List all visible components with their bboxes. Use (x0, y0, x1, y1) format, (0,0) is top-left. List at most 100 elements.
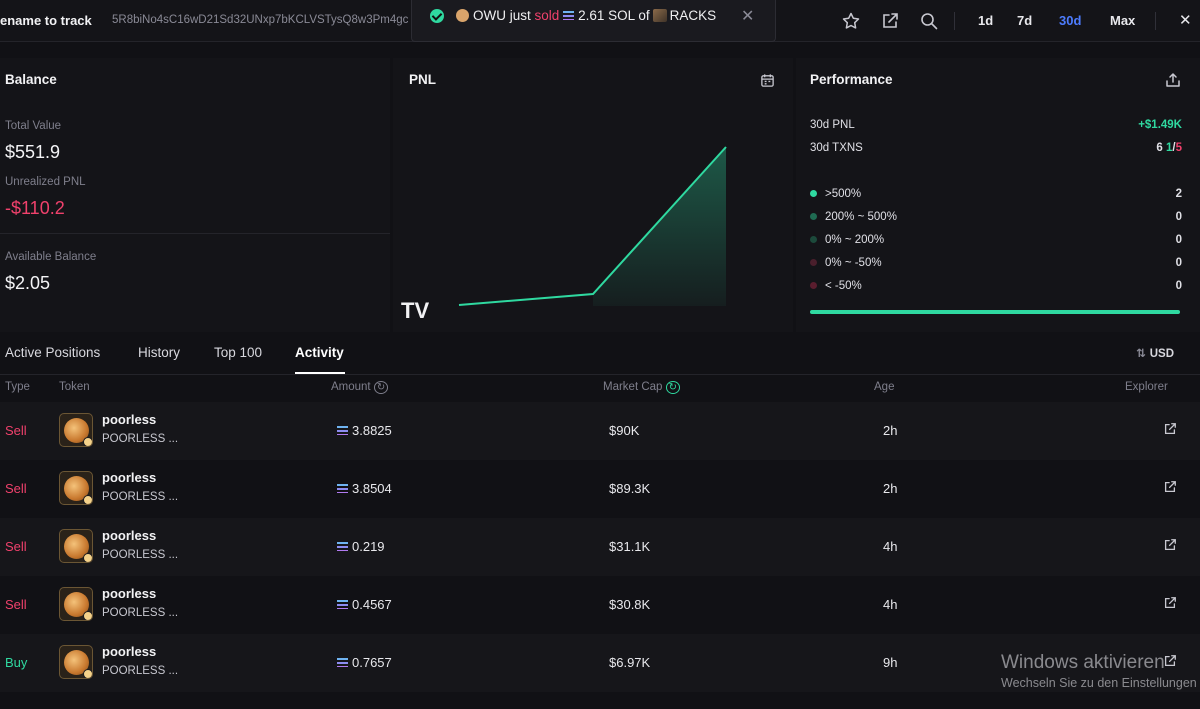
token-name[interactable]: poorless (102, 470, 157, 485)
market-cap: $6.97K (609, 655, 651, 670)
trade-amount-value: 0.7657 (352, 655, 392, 670)
range-max[interactable]: Max (1110, 13, 1136, 28)
pump-badge-icon (83, 495, 92, 504)
star-icon[interactable] (841, 11, 861, 31)
token-name[interactable]: poorless (102, 586, 157, 601)
table-row[interactable]: Sell poorless POORLESS ... 0.4567 $30.8K 4h (0, 576, 1200, 634)
tab-history[interactable]: History (138, 345, 181, 360)
active-tab-indicator (295, 372, 345, 374)
token-avatar[interactable] (59, 529, 93, 563)
external-link-icon[interactable] (880, 11, 900, 31)
tab-active-positions[interactable]: Active Positions (5, 345, 101, 360)
range-30d[interactable]: 30d (1059, 13, 1082, 28)
col-amount[interactable]: Amount ↻ (331, 381, 389, 394)
divider (0, 233, 390, 234)
table-row[interactable]: Buy poorless POORLESS ... 0.7657 $6.97K 9h (0, 634, 1200, 692)
bucket-row: >500% 2 (810, 188, 1182, 200)
divider (1155, 12, 1156, 30)
explorer-link-icon[interactable] (1163, 538, 1177, 552)
trade-age: 2h (883, 481, 898, 496)
pnl-panel: PNL TV (393, 58, 793, 332)
pnl-chart: TV (401, 146, 727, 323)
col-market-cap[interactable]: Market Cap ↻ (603, 381, 681, 394)
unrealized-pnl-label: Unrealized PNL (5, 176, 86, 188)
pnl-area (593, 147, 726, 306)
tradingview-logo-icon: TV (401, 298, 429, 323)
solana-icon (337, 658, 348, 667)
pnl-line (458, 146, 727, 306)
range-1d[interactable]: 1d (978, 13, 994, 28)
performance-panel: Performance 30d PNL +$1.49K 30d TXNS 6 1… (796, 58, 1200, 332)
token-symbol: POORLESS ... (102, 607, 179, 619)
total-value-label: Total Value (5, 120, 62, 132)
bucket-label: >500% (825, 188, 862, 200)
unrealized-pnl-value: -$110.2 (5, 198, 65, 218)
trade-type: Buy (5, 655, 28, 670)
market-cap: $31.1K (609, 539, 651, 554)
table-row[interactable]: Sell poorless POORLESS ... 0.219 $31.1K 4h (0, 518, 1200, 576)
txns-wins: 1 (1165, 142, 1173, 154)
pnl-30d-row: 30d PNL +$1.49K (810, 119, 1182, 131)
token-avatar[interactable] (59, 587, 93, 621)
trade-type: Sell (5, 597, 27, 612)
solana-icon (563, 11, 575, 20)
search-icon[interactable] (919, 11, 939, 31)
balance-title: Balance (5, 72, 57, 87)
bucket-dot (810, 236, 817, 243)
explorer-link-icon[interactable] (1163, 654, 1177, 668)
col-age: Age (874, 381, 895, 393)
watermark-title: Windows aktivieren (1001, 652, 1165, 673)
bucket-label: 0% ~ 200% (825, 234, 885, 246)
token-symbol: POORLESS ... (102, 665, 179, 677)
refresh-icon[interactable]: ↻ (665, 381, 681, 394)
explorer-link-icon[interactable] (1163, 596, 1177, 610)
table-header: Type Token Amount ↻ Market Cap ↻ Age Exp… (0, 376, 1200, 402)
table-row[interactable]: Sell poorless POORLESS ... 3.8825 $90K 2h (0, 402, 1200, 460)
calendar-icon[interactable] (760, 73, 775, 88)
col-type: Type (5, 381, 30, 393)
share-icon[interactable] (1165, 72, 1181, 88)
toast-prefix: OWU just (473, 8, 531, 23)
tab-activity[interactable]: Activity (295, 345, 344, 360)
txns-total: 6 (1156, 142, 1163, 154)
swap-currency-icon[interactable]: ↻ (373, 381, 389, 394)
token-name[interactable]: poorless (102, 528, 157, 543)
explorer-link-icon[interactable] (1163, 480, 1177, 494)
token-avatar[interactable] (59, 471, 93, 505)
rename-to-track-label[interactable]: ename to track (0, 13, 92, 28)
token-name[interactable]: poorless (102, 412, 157, 427)
trade-type: Sell (5, 481, 27, 496)
token-avatar[interactable] (59, 645, 93, 679)
trader-avatar-icon (456, 9, 469, 22)
tab-bar: Active Positions History Top 100 Activit… (0, 334, 1200, 375)
token-avatar[interactable] (59, 413, 93, 447)
wallet-address[interactable]: 5R8biNo4sC16wD21Sd32UNxp7bKCLVSTysQ8w3Pm… (112, 14, 409, 26)
table-row[interactable]: Sell poorless POORLESS ... 3.8504 $89.3K 2h (0, 460, 1200, 518)
market-cap: $30.8K (609, 597, 651, 612)
range-7d[interactable]: 7d (1017, 13, 1033, 28)
tab-top-100[interactable]: Top 100 (214, 345, 263, 360)
solana-icon (337, 542, 348, 551)
top-bar: ename to track 5R8biNo4sC16wD21Sd32UNxp7… (0, 0, 1200, 42)
close-icon[interactable]: ✕ (741, 8, 755, 25)
token-name[interactable]: poorless (102, 644, 157, 659)
available-balance-label: Available Balance (5, 251, 97, 263)
total-value: $551.9 (5, 142, 61, 162)
bucket-label: 0% ~ -50% (825, 257, 882, 269)
check-circle-icon (430, 9, 444, 23)
pnl-30d-value: +$1.49K (1138, 119, 1182, 131)
bucket-count: 0 (1175, 280, 1182, 292)
col-amount-label: Amount (331, 381, 371, 393)
bucket-row: 200% ~ 500% 0 (810, 211, 1182, 223)
trade-age: 2h (883, 423, 898, 438)
trade-amount-value: 0.219 (352, 539, 385, 554)
solana-icon (337, 484, 348, 493)
trade-type: Sell (5, 539, 27, 554)
explorer-link-icon[interactable] (1163, 422, 1177, 436)
currency-toggle[interactable]: ⇅ USD (1136, 346, 1174, 360)
trade-type: Sell (5, 423, 27, 438)
trade-age: 4h (883, 597, 898, 612)
trade-amount-value: 3.8504 (352, 481, 392, 496)
txns-losses: 5 (1175, 142, 1182, 154)
close-icon[interactable]: ✕ (1179, 12, 1192, 29)
